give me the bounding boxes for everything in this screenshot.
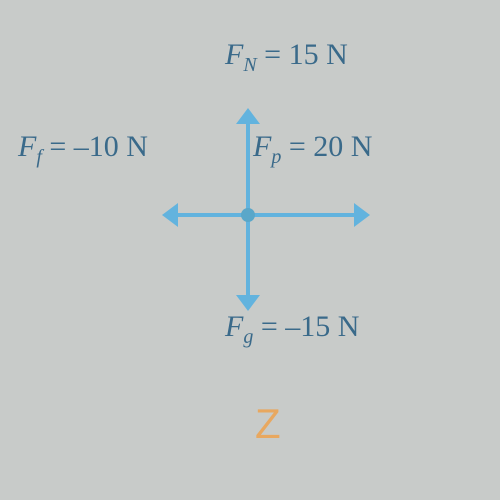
fg-val: = –15 N: [261, 310, 360, 343]
label-ff: Ff = –10 N: [18, 130, 148, 169]
ff-var: F: [18, 130, 36, 163]
arrow-right-line: [248, 213, 356, 217]
ff-sub: f: [36, 146, 42, 168]
z-text: Z: [255, 400, 281, 447]
label-fg: Fg = –15 N: [225, 310, 359, 349]
label-fp: Fp = 20 N: [253, 130, 372, 169]
force-diagram: FN = 15 N Ff = –10 N Fp = 20 N Fg = –15 …: [0, 0, 500, 500]
label-fn: FN = 15 N: [225, 38, 348, 77]
z-label: Z: [255, 400, 281, 448]
fn-val: = 15 N: [264, 38, 348, 71]
fn-var: F: [225, 38, 243, 71]
center-dot: [241, 208, 255, 222]
ff-val: = –10 N: [49, 130, 148, 163]
arrow-down-head: [236, 295, 260, 311]
fp-var: F: [253, 130, 271, 163]
arrow-right-head: [354, 203, 370, 227]
arrow-left-line: [176, 213, 248, 217]
arrow-up-line: [246, 120, 250, 215]
arrow-up-head: [236, 108, 260, 124]
fp-val: = 20 N: [289, 130, 373, 163]
fp-sub: p: [271, 146, 281, 168]
fg-var: F: [225, 310, 243, 343]
fn-sub: N: [243, 54, 256, 76]
arrow-down-line: [246, 215, 250, 297]
arrow-left-head: [162, 203, 178, 227]
fg-sub: g: [243, 326, 253, 348]
